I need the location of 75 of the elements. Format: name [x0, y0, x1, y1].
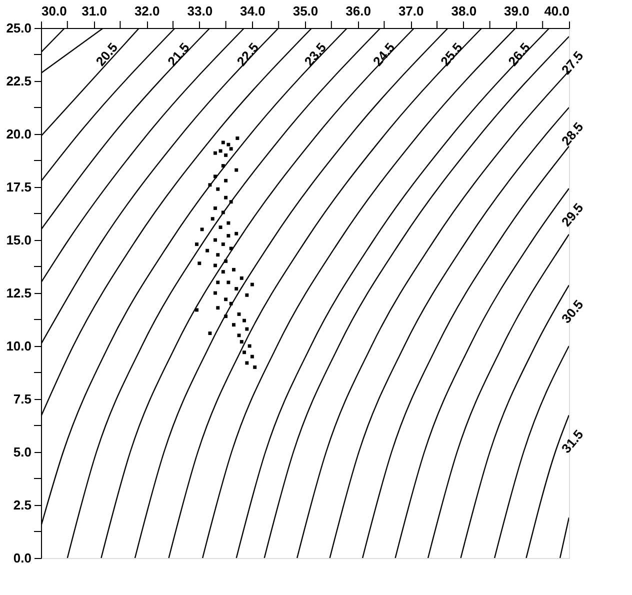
point: [214, 264, 217, 268]
point: [229, 302, 233, 306]
x-tick-label: 35.0: [292, 4, 318, 18]
point: [245, 361, 249, 365]
point: [242, 350, 246, 354]
point: [210, 217, 214, 221]
x-tick-label: 37.0: [398, 4, 424, 18]
point: [216, 187, 220, 191]
point: [226, 142, 230, 146]
y-tick-label: 20.0: [6, 126, 32, 142]
point: [224, 153, 228, 157]
x-tick-label: 31.0: [82, 4, 107, 18]
point: [226, 280, 230, 284]
x-tick-label: 39.0: [504, 4, 530, 18]
point: [232, 268, 236, 272]
y-tick-label: 15.0: [6, 232, 32, 248]
y-tick-label: 2.5: [13, 498, 32, 512]
point: [226, 221, 230, 225]
point: [250, 282, 254, 286]
x-tick-label: 32.0: [134, 4, 160, 18]
x-tick-label: 34.0: [240, 4, 266, 18]
point: [229, 147, 233, 151]
point: [198, 262, 202, 266]
point: [242, 318, 246, 322]
point: [200, 228, 204, 232]
point: [216, 306, 220, 310]
point: [195, 242, 198, 246]
y-tick-label: 5.0: [13, 444, 32, 460]
y-tick-label: 22.5: [6, 74, 32, 88]
point: [221, 140, 225, 144]
point: [234, 168, 238, 172]
point: [214, 151, 217, 155]
point: [216, 253, 220, 257]
point: [221, 270, 225, 274]
point: [221, 242, 225, 246]
y-tick-label: 10.0: [6, 338, 32, 354]
point: [224, 298, 228, 302]
y-tick-label: 0.0: [13, 550, 32, 566]
point: [245, 327, 249, 331]
point: [218, 149, 222, 153]
point: [245, 293, 249, 297]
point: [224, 178, 228, 182]
y-tick-label: 12.5: [6, 286, 32, 300]
point: [224, 196, 228, 200]
point: [221, 164, 225, 168]
point: [226, 234, 230, 238]
point: [208, 183, 212, 187]
point: [224, 314, 228, 318]
point: [214, 206, 217, 210]
point: [216, 280, 220, 284]
point: [206, 248, 210, 252]
point: [253, 365, 257, 369]
y-tick-label: 17.5: [6, 180, 32, 194]
point: [250, 354, 254, 358]
x-tick-label: 38.0: [451, 4, 477, 18]
point: [229, 246, 233, 250]
point: [218, 226, 222, 230]
y-tick-label: 7.5: [13, 392, 32, 406]
point: [229, 200, 233, 204]
point: [240, 276, 244, 280]
x-tick-label: 30.0: [42, 4, 67, 18]
x-tick-label: 36.0: [346, 4, 371, 18]
point: [240, 340, 244, 344]
x-tick-label: 33.0: [187, 4, 213, 18]
point: [234, 232, 238, 236]
point: [195, 308, 198, 312]
y-tick-label: 25.0: [6, 20, 32, 36]
point: [232, 323, 236, 327]
point: [208, 332, 212, 336]
point: [224, 259, 228, 263]
point: [214, 174, 217, 178]
point: [236, 136, 240, 140]
point: [221, 210, 225, 214]
x-tick-label: 40.0: [544, 4, 570, 18]
point: [234, 287, 238, 290]
